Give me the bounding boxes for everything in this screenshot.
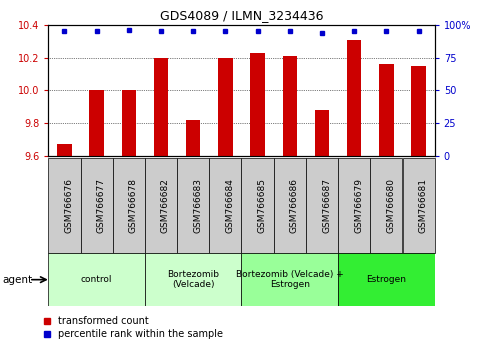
Bar — [315, 110, 329, 156]
Bar — [218, 58, 233, 156]
Text: GSM766686: GSM766686 — [290, 178, 299, 233]
Bar — [154, 58, 168, 156]
Bar — [338, 253, 435, 306]
Bar — [177, 158, 209, 253]
Text: GSM766679: GSM766679 — [354, 178, 363, 233]
Bar — [347, 40, 361, 156]
Bar — [402, 158, 435, 253]
Bar — [81, 158, 113, 253]
Bar — [306, 158, 338, 253]
Text: GSM766685: GSM766685 — [257, 178, 267, 233]
Text: GSM766678: GSM766678 — [129, 178, 138, 233]
Bar — [370, 158, 402, 253]
Bar — [186, 120, 200, 156]
Text: GSM766684: GSM766684 — [226, 178, 234, 233]
Bar — [209, 158, 242, 253]
Bar — [283, 56, 297, 156]
Text: Estrogen: Estrogen — [367, 275, 406, 284]
Bar — [89, 90, 104, 156]
Bar — [250, 53, 265, 156]
Bar — [274, 158, 306, 253]
Bar — [57, 144, 71, 156]
Text: GSM766681: GSM766681 — [419, 178, 427, 233]
Bar — [48, 158, 81, 253]
Bar — [338, 158, 370, 253]
Text: GSM766680: GSM766680 — [386, 178, 396, 233]
Text: GSM766677: GSM766677 — [97, 178, 106, 233]
Text: agent: agent — [2, 275, 32, 285]
Bar — [242, 158, 274, 253]
Text: GSM766682: GSM766682 — [161, 178, 170, 233]
Bar — [122, 90, 136, 156]
Bar — [48, 253, 145, 306]
Text: GDS4089 / ILMN_3234436: GDS4089 / ILMN_3234436 — [160, 9, 323, 22]
Bar — [113, 158, 145, 253]
Bar — [145, 253, 242, 306]
Text: Bortezomib (Velcade) +
Estrogen: Bortezomib (Velcade) + Estrogen — [236, 270, 344, 289]
Bar — [145, 158, 177, 253]
Bar — [242, 253, 338, 306]
Text: Bortezomib
(Velcade): Bortezomib (Velcade) — [167, 270, 219, 289]
Text: GSM766676: GSM766676 — [64, 178, 73, 233]
Bar — [412, 66, 426, 156]
Text: control: control — [81, 275, 113, 284]
Legend: transformed count, percentile rank within the sample: transformed count, percentile rank withi… — [43, 316, 223, 339]
Bar — [379, 64, 394, 156]
Text: GSM766683: GSM766683 — [193, 178, 202, 233]
Text: GSM766687: GSM766687 — [322, 178, 331, 233]
